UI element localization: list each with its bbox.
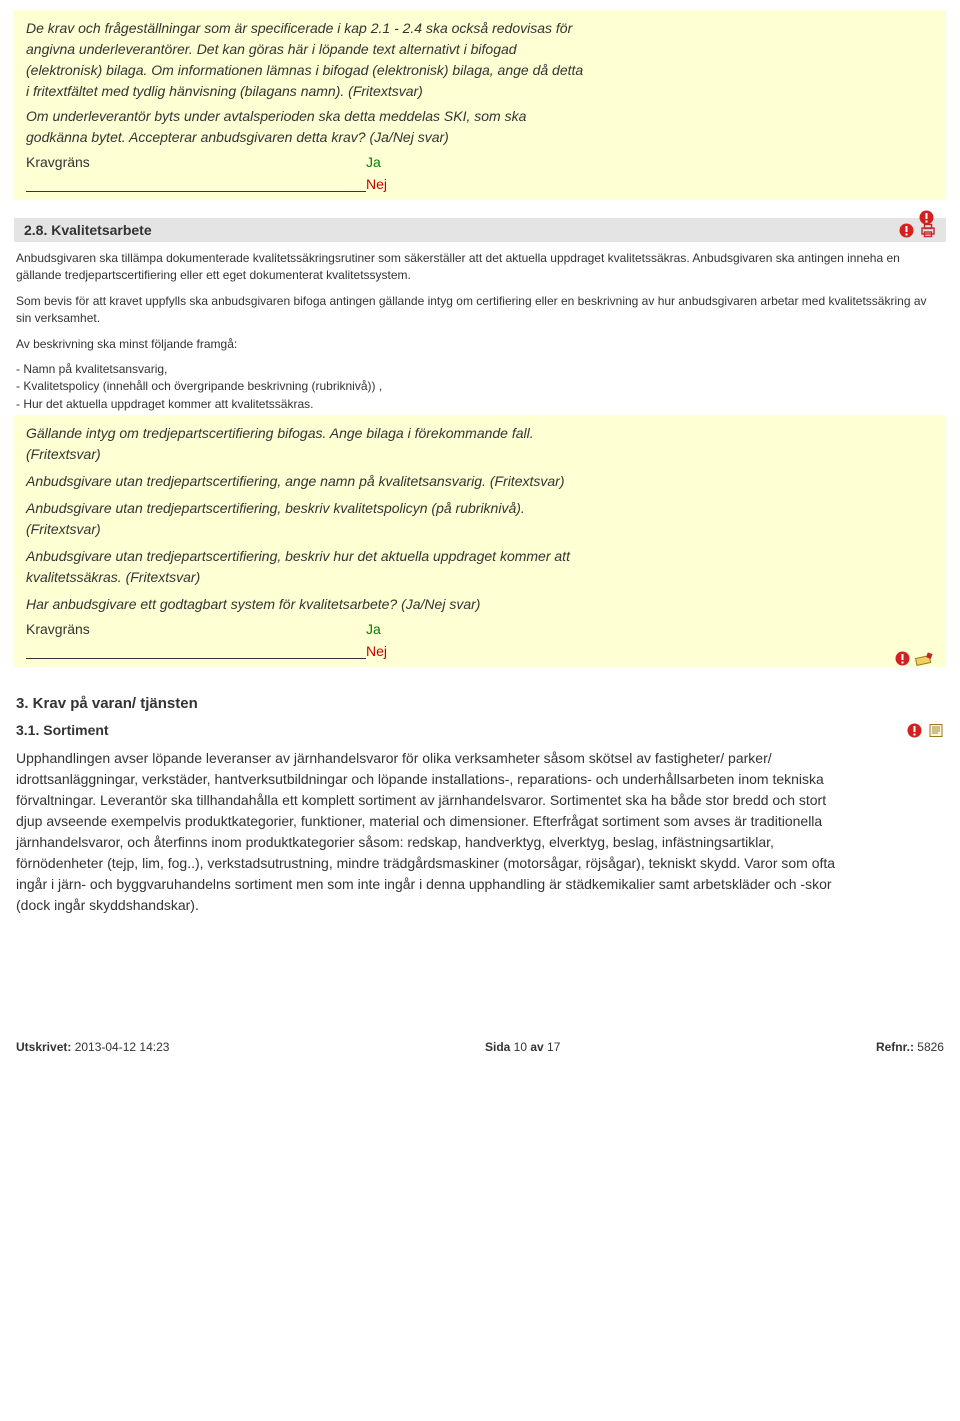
answer-column: Ja Nej (366, 154, 387, 192)
footer-mid: Sida 10 av 17 (485, 1040, 560, 1054)
document-icon[interactable] (928, 723, 944, 738)
sec28-p3: Av beskrivning ska minst följande framgå… (16, 336, 944, 353)
q4: Anbudsgivare utan tredjepartscertifierin… (26, 546, 586, 588)
footer-mid-of: av (527, 1040, 547, 1054)
kravgrans-label-2: Kravgräns (26, 621, 366, 659)
icon-group (895, 651, 934, 666)
q1: Gällande intyg om tredjepartscertifierin… (26, 423, 586, 465)
footer-right-label: Refnr.: (876, 1040, 914, 1054)
alert-icon (899, 223, 914, 238)
footer-left-value: 2013-04-12 14:23 (71, 1040, 169, 1054)
section-3-1-title: 3.1. Sortiment (16, 722, 109, 738)
section-header-2-8: 2.8. Kvalitetsarbete (14, 218, 946, 242)
section-3-1-icons (907, 723, 944, 738)
footer-mid-page: 10 (514, 1040, 527, 1054)
sec28-b1: - Namn på kvalitetsansvarig, (16, 361, 944, 378)
alert-icon (895, 651, 910, 666)
kravgrans-row: Kravgräns Ja Nej (26, 154, 934, 192)
sec3-body: Upphandlingen avser löpande leveranser a… (16, 748, 856, 916)
answer-ja: Ja (366, 154, 381, 170)
page-footer: Utskrivet: 2013-04-12 14:23 Sida 10 av 1… (14, 1036, 946, 1058)
section-3-1-header: 3.1. Sortiment (16, 722, 944, 738)
sec28-p1: Anbudsgivaren ska tillämpa dokumenterade… (16, 250, 944, 285)
kravgrans-row-2: Kravgräns Ja Nej (26, 621, 934, 659)
kravgrans-label: Kravgräns (26, 154, 366, 192)
section-title: 2.8. Kvalitetsarbete (24, 222, 152, 238)
sec28-b2: - Kvalitetspolicy (innehåll och övergrip… (16, 378, 944, 395)
q3: Anbudsgivare utan tredjepartscertifierin… (26, 498, 586, 540)
footer-left: Utskrivet: 2013-04-12 14:23 (16, 1040, 169, 1054)
sec28-p2: Som bevis för att kravet uppfylls ska an… (16, 293, 944, 328)
requirement-box-underleverantor: De krav och frågeställningar som är spec… (14, 10, 946, 200)
answer-nej: Nej (366, 176, 387, 192)
footer-mid-total: 17 (547, 1040, 560, 1054)
answer-nej-2: Nej (366, 643, 387, 659)
answer-column-2: Ja Nej (366, 621, 387, 659)
q5: Har anbudsgivare ett godtagbart system f… (26, 594, 586, 615)
requirement-box-kvalitet: Gällande intyg om tredjepartscertifierin… (14, 415, 946, 667)
q2: Anbudsgivare utan tredjepartscertifierin… (26, 471, 586, 492)
answer-ja-2: Ja (366, 621, 381, 637)
req-text-2: Om underleverantör byts under avtalsperi… (26, 106, 586, 148)
note-icon[interactable] (914, 651, 934, 666)
sec28-b3: - Hur det aktuella uppdraget kommer att … (16, 396, 944, 413)
footer-mid-label: Sida (485, 1040, 514, 1054)
section-3-heading: 3. Krav på varan/ tjänsten (16, 695, 944, 712)
footer-right-value: 5826 (914, 1040, 944, 1054)
req-text-1: De krav och frågeställningar som är spec… (26, 18, 586, 102)
footer-left-label: Utskrivet: (16, 1040, 71, 1054)
footer-right: Refnr.: 5826 (876, 1040, 944, 1054)
alert-icon (919, 210, 934, 225)
alert-icon (907, 723, 922, 738)
